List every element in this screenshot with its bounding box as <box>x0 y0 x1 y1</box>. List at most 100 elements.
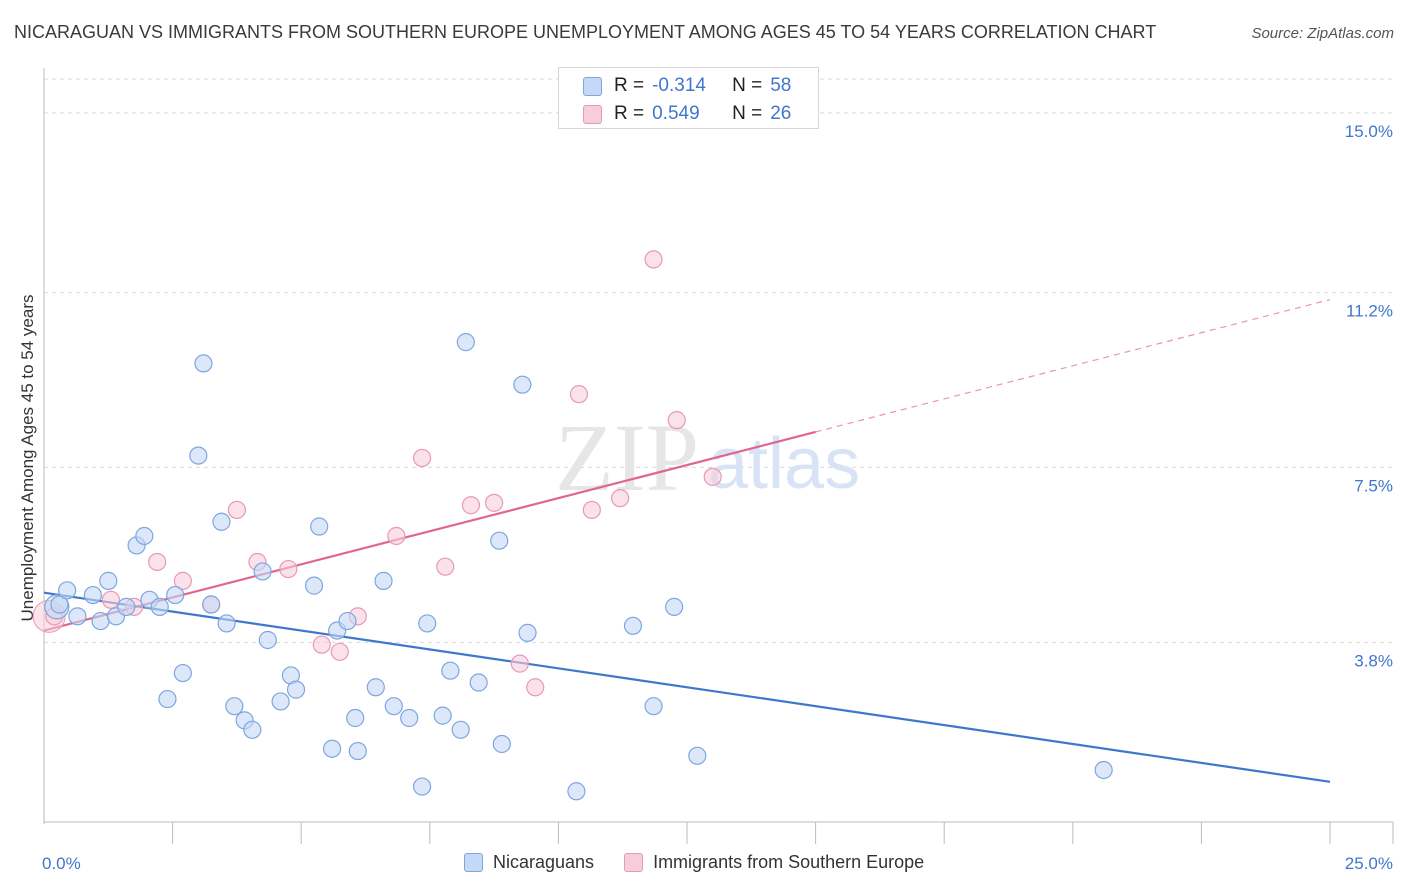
data-point <box>101 590 120 609</box>
data-point <box>366 678 385 697</box>
data-point <box>225 697 244 716</box>
data-point <box>258 630 277 650</box>
data-point <box>526 678 545 697</box>
data-point <box>243 720 262 739</box>
data-point <box>582 500 601 520</box>
y-tick-label: 11.2% <box>1346 301 1393 320</box>
data-point <box>253 562 272 581</box>
data-point <box>436 557 455 576</box>
trend-line-nicaraguans <box>43 591 1331 783</box>
data-point <box>173 571 192 590</box>
data-point <box>688 746 707 765</box>
data-point <box>189 446 208 465</box>
data-point <box>212 512 231 531</box>
pink-swatch <box>583 104 602 124</box>
data-point <box>510 654 529 673</box>
data-point <box>68 607 87 626</box>
legend-row-nicaraguans: R = -0.314 N = 58 <box>583 73 791 99</box>
data-point <box>518 623 537 642</box>
data-point <box>227 500 246 520</box>
data-point <box>158 689 177 709</box>
axes <box>43 68 1394 844</box>
data-point <box>1094 760 1113 780</box>
data-point <box>202 595 221 614</box>
data-point <box>173 663 192 683</box>
chart-title: NICARAGUAN VS IMMIGRANTS FROM SOUTHERN E… <box>14 22 1157 42</box>
data-point <box>456 333 475 352</box>
data-point <box>490 531 509 550</box>
data-point <box>384 697 403 716</box>
data-point <box>286 680 306 699</box>
data-point <box>513 375 532 394</box>
data-point <box>150 597 169 616</box>
correlation-legend: R = -0.314 N = 58 R = 0.549 N = 26 <box>558 67 819 129</box>
data-point <box>99 571 118 590</box>
data-point <box>461 496 481 515</box>
r-value: -0.314 <box>652 75 706 96</box>
data-point <box>451 720 470 739</box>
data-point <box>194 354 213 373</box>
data-point <box>271 692 290 711</box>
data-point <box>469 673 488 692</box>
data-point <box>492 734 511 754</box>
legend-row-southern-europe: R = 0.549 N = 26 <box>583 101 791 127</box>
legend-item-nicaraguans: Nicaraguans <box>464 852 594 873</box>
data-point <box>418 614 437 633</box>
x-tick-labels: 0.0% 25.0% <box>42 854 1393 873</box>
data-point <box>667 411 686 430</box>
data-point <box>135 526 154 546</box>
data-point <box>485 493 504 512</box>
r-label: R = <box>614 103 645 124</box>
r-label: R = <box>614 75 645 96</box>
y-tick-label: 7.5% <box>1354 476 1393 495</box>
data-point <box>665 597 684 616</box>
data-point <box>117 597 136 616</box>
data-point <box>91 611 110 631</box>
legend-label: Immigrants from Southern Europe <box>653 852 925 872</box>
y-tick-labels: 3.8% 7.5% 11.2% 15.0% <box>1345 122 1393 671</box>
pink-swatch <box>624 853 644 872</box>
data-point <box>433 706 452 725</box>
data-point <box>346 708 365 728</box>
data-point <box>58 581 77 600</box>
data-point <box>348 741 367 761</box>
x-tick-label: 0.0% <box>42 854 81 873</box>
series-nicaraguans <box>44 333 1113 801</box>
watermark: ZIP atlas <box>555 404 860 511</box>
data-point <box>400 708 419 728</box>
data-point <box>623 616 643 635</box>
series-immigrants-southern-europe <box>32 250 722 697</box>
data-point <box>148 552 167 572</box>
data-point <box>338 611 357 631</box>
y-tick-label: 3.8% <box>1354 651 1393 670</box>
data-point <box>644 250 663 269</box>
data-point <box>166 585 185 605</box>
data-point <box>374 571 393 590</box>
data-point <box>569 385 589 404</box>
data-point <box>83 585 102 605</box>
r-value: 0.549 <box>652 103 700 124</box>
data-point <box>50 595 69 614</box>
data-point <box>412 777 432 796</box>
trend-extension-southern-europe <box>815 298 1331 433</box>
blue-swatch <box>464 853 483 872</box>
legend-item-southern-europe: Immigrants from Southern Europe <box>624 852 924 873</box>
n-label: N = <box>732 75 763 96</box>
grid-lines <box>44 78 1395 643</box>
series-legend: Nicaraguans Immigrants from Southern Eur… <box>464 852 954 873</box>
watermark-atlas: atlas <box>708 424 860 504</box>
data-point <box>322 739 342 758</box>
source-credit: Source: ZipAtlas.com <box>1251 25 1394 42</box>
n-label: N = <box>732 103 763 124</box>
data-point <box>611 489 630 508</box>
data-point <box>312 635 331 654</box>
data-point <box>441 661 460 680</box>
y-tick-label: 15.0% <box>1345 122 1393 141</box>
blue-swatch <box>583 76 602 96</box>
n-value: 26 <box>770 103 792 124</box>
data-point <box>310 517 329 536</box>
data-point <box>304 576 324 595</box>
n-value: 58 <box>770 75 792 96</box>
data-point <box>412 448 432 468</box>
